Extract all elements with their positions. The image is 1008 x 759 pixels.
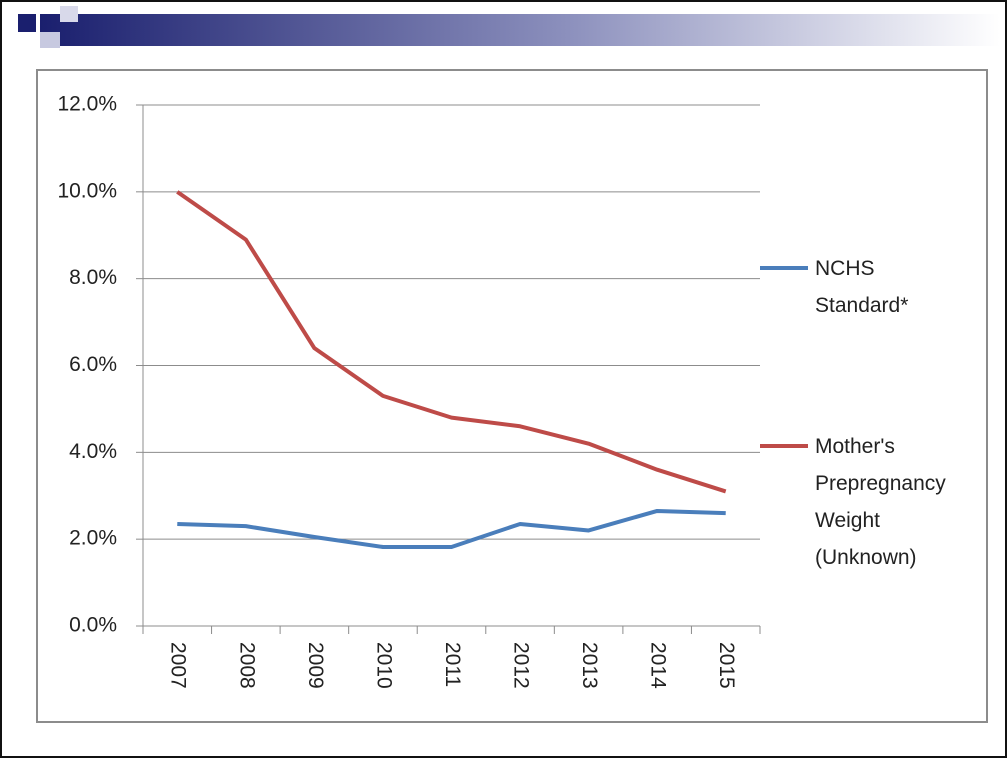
- x-tick-label: 2009: [304, 642, 327, 689]
- header-square: [40, 32, 60, 48]
- x-tick-label: 2010: [372, 642, 395, 689]
- y-tick-label: 8.0%: [69, 266, 117, 289]
- y-tick-label: 4.0%: [69, 440, 117, 463]
- header-square: [60, 6, 78, 22]
- legend-label: NCHS Standard*: [815, 257, 909, 317]
- x-tick-label: 2008: [235, 642, 258, 689]
- x-tick-label: 2012: [510, 642, 533, 689]
- y-tick-label: 0.0%: [69, 614, 117, 637]
- y-tick-label: 6.0%: [69, 353, 117, 376]
- y-tick-label: 12.0%: [57, 93, 117, 116]
- y-tick-label: 10.0%: [57, 179, 117, 202]
- x-tick-label: 2013: [578, 642, 601, 689]
- series-line: [176, 190, 727, 494]
- x-tick-label: 2011: [441, 642, 464, 687]
- x-tick-label: 2015: [715, 642, 738, 689]
- chart-frame: [36, 69, 988, 723]
- legend-label: Mother's Prepregnancy Weight (Unknown): [815, 435, 946, 569]
- header-square: [18, 14, 36, 32]
- y-tick-label: 2.0%: [69, 527, 117, 550]
- x-tick-label: 2007: [167, 642, 190, 689]
- series-line: [177, 508, 726, 549]
- x-tick-label: 2014: [647, 642, 670, 689]
- header-bar: [40, 14, 1000, 46]
